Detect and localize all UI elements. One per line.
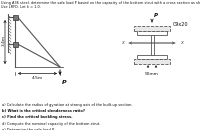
Bar bbox=[137, 55, 167, 59]
Text: c) Find the critical buckling stress.: c) Find the critical buckling stress. bbox=[2, 115, 72, 119]
Bar bbox=[12, 15, 18, 20]
Bar bbox=[137, 31, 167, 35]
Text: a) Calculate the radius of gyration at strong axis of the built-up section.: a) Calculate the radius of gyration at s… bbox=[2, 103, 132, 107]
Text: P: P bbox=[62, 80, 66, 85]
Text: C9x20: C9x20 bbox=[173, 22, 188, 28]
Bar bbox=[134, 26, 170, 31]
Bar bbox=[151, 35, 154, 55]
Text: 4.5m: 4.5m bbox=[32, 76, 43, 80]
Text: P: P bbox=[154, 13, 158, 18]
Text: x: x bbox=[121, 41, 124, 46]
Text: 3.4m: 3.4m bbox=[2, 34, 6, 46]
Text: d) Compute the nominal capacity of the bottom strut.: d) Compute the nominal capacity of the b… bbox=[2, 122, 100, 126]
Text: Using A36 steel, determine the safe load P based on the capacity of the bottom s: Using A36 steel, determine the safe load… bbox=[1, 1, 200, 5]
Text: e) Determine the safe load P.: e) Determine the safe load P. bbox=[2, 128, 55, 130]
Text: x: x bbox=[180, 41, 183, 46]
Text: Use LRFD. Let k = 1.0.: Use LRFD. Let k = 1.0. bbox=[1, 5, 41, 8]
Bar bbox=[134, 59, 170, 64]
Bar bbox=[12, 41, 18, 47]
Text: 90mm: 90mm bbox=[145, 72, 159, 76]
Text: b) What is the critical slenderness ratio?: b) What is the critical slenderness rati… bbox=[2, 109, 85, 113]
